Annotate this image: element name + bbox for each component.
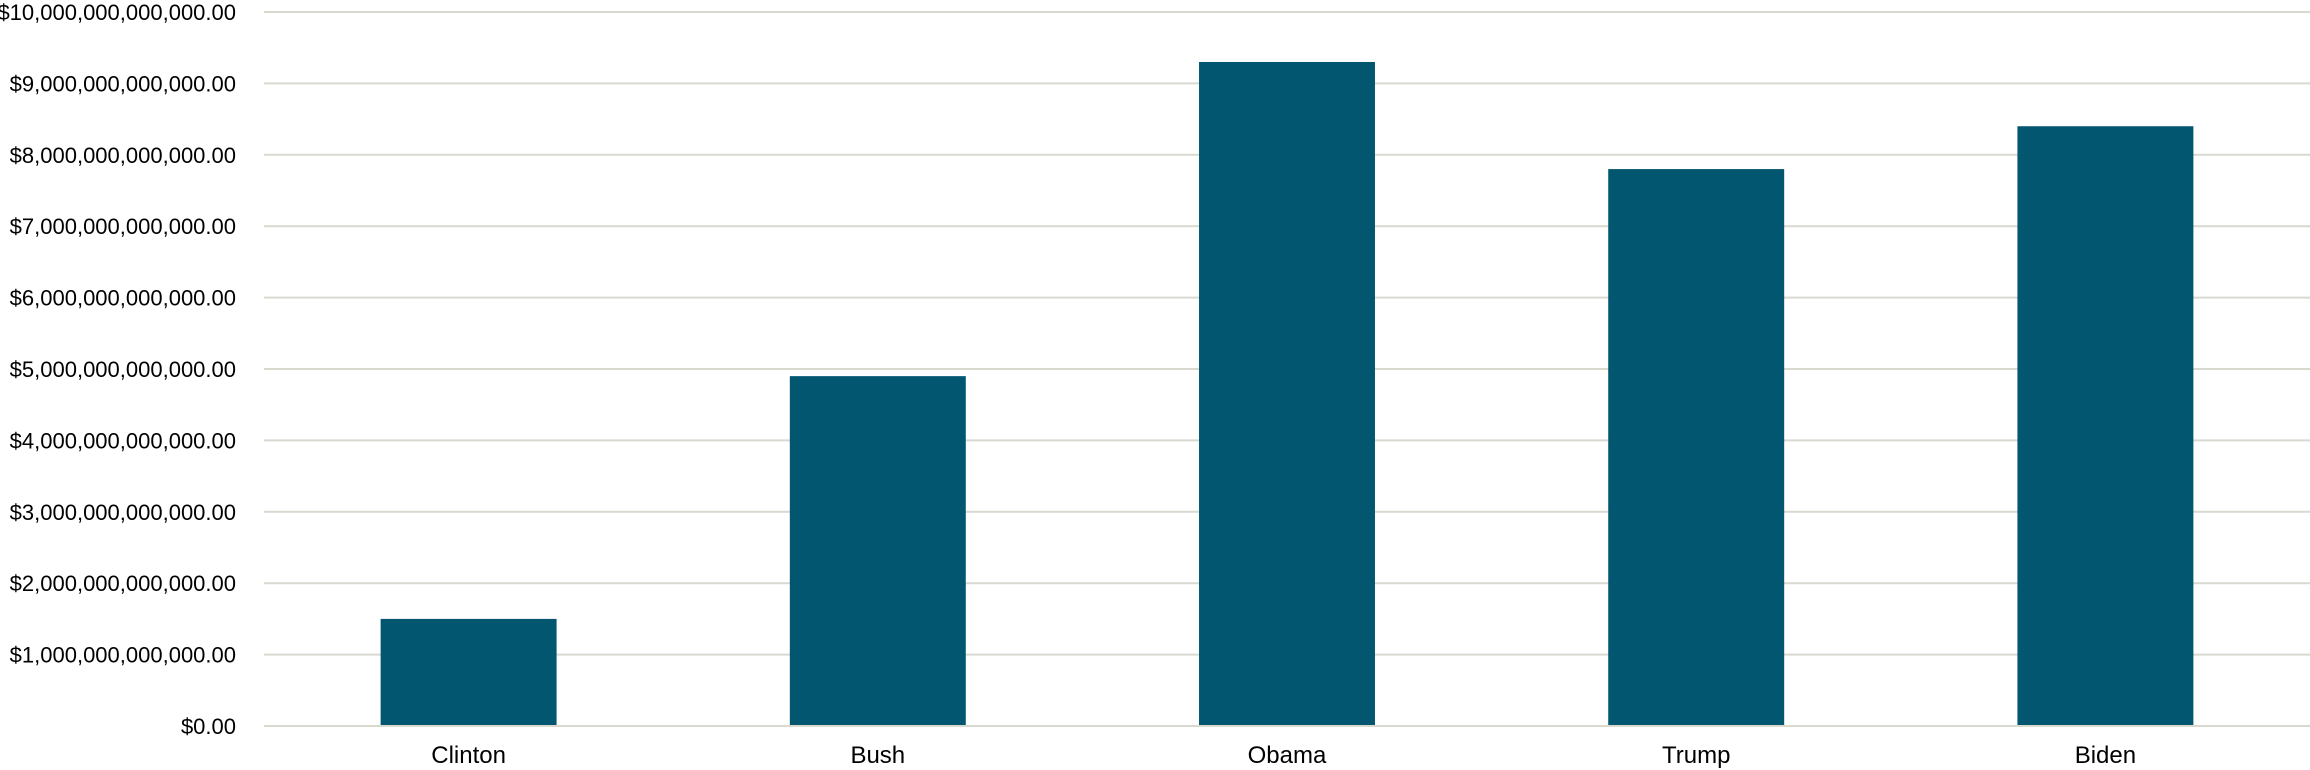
y-tick-label: $3,000,000,000,000.00 xyxy=(10,500,236,525)
y-tick-label: $8,000,000,000,000.00 xyxy=(10,143,236,168)
x-tick-label-obama: Obama xyxy=(1248,742,1327,769)
y-axis-tick-labels: $0.00 $1,000,000,000,000.00 $2,000,000,000… xyxy=(0,0,236,739)
y-tick-label: $6,000,000,000,000.00 xyxy=(10,286,236,311)
y-tick-label: $1,000,000,000,000.00 xyxy=(10,643,236,668)
x-tick-label-trump: Trump xyxy=(1662,742,1730,769)
x-tick-label-bush: Bush xyxy=(850,742,905,769)
bars xyxy=(380,61,2194,727)
y-tick-label: $4,000,000,000,000.00 xyxy=(10,428,236,453)
y-tick-label: $10,000,000,000,000.00 xyxy=(0,0,236,25)
y-tick-label: $9,000,000,000,000.00 xyxy=(10,71,236,96)
bar-trump xyxy=(1608,169,1785,726)
bar-bush xyxy=(789,376,966,726)
bar-clinton xyxy=(380,618,557,726)
bar-obama xyxy=(1199,61,1375,727)
y-tick-label: $2,000,000,000,000.00 xyxy=(10,571,236,596)
x-axis-tick-labels: Clinton Bush Obama Trump Biden xyxy=(431,742,2136,769)
y-tick-label: $7,000,000,000,000.00 xyxy=(10,214,236,239)
y-tick-label: $5,000,000,000,000.00 xyxy=(10,357,236,382)
y-tick-label: $0.00 xyxy=(181,714,236,739)
x-tick-label-biden: Biden xyxy=(2075,742,2136,769)
x-tick-label-clinton: Clinton xyxy=(431,742,506,769)
bar-biden xyxy=(2017,126,2194,727)
